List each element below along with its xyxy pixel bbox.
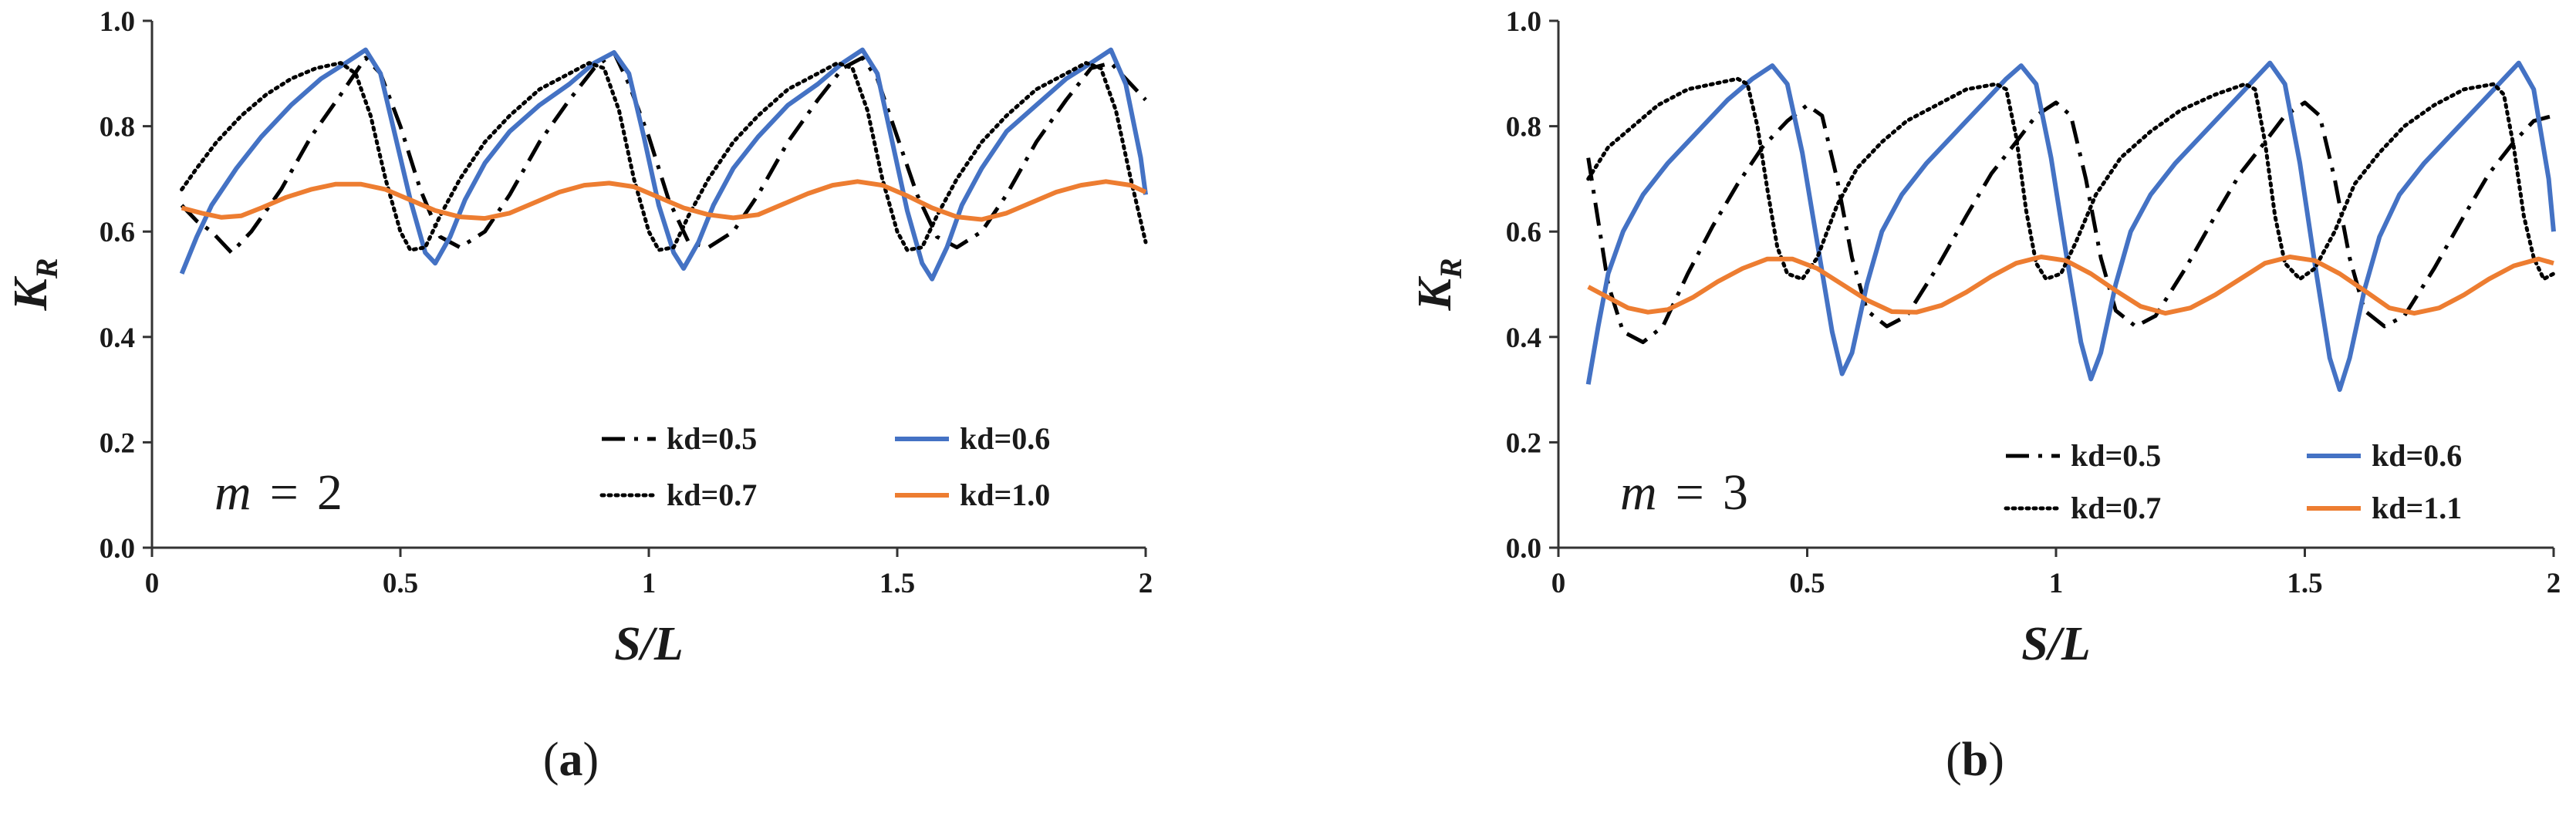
x-tick-label: 0	[145, 568, 160, 599]
x-tick-label: 0	[1551, 568, 1566, 599]
annotation-value: 2	[317, 464, 343, 521]
x-tick-label: 1	[2049, 568, 2064, 599]
x-tick-label: 0.5	[383, 568, 418, 599]
y-axis-label-main: K	[5, 276, 57, 312]
legend: kd=0.5 kd=0.6 kd=0.7 kd=1.0	[599, 421, 1050, 512]
caption-close-paren: )	[1988, 734, 2004, 786]
y-axis-label: KR	[1409, 258, 1468, 311]
y-axis-label-sub: R	[29, 258, 64, 279]
caption-letter: b	[1962, 734, 1988, 786]
x-tick-label: 0.5	[1789, 568, 1825, 599]
legend-label: kd=0.7	[667, 477, 757, 512]
annotation-var: m	[214, 464, 252, 521]
y-axis-label-sub: R	[1433, 258, 1468, 279]
y-tick-label: 0.8	[1506, 112, 1541, 143]
chart-panel-b: 0.00.20.40.60.81.00 0.5 1 1.5 2kd=0.5 kd=0.6k…	[1409, 6, 2561, 786]
parameter-annotation: m = 2	[214, 464, 343, 521]
series-line-kd-0.5	[1586, 100, 2554, 345]
y-tick-label: 0.2	[1506, 427, 1541, 459]
series-line-kd-0.5	[180, 50, 1147, 255]
legend-label: kd=0.7	[2071, 491, 2161, 525]
caption-letter: a	[559, 734, 583, 786]
y-tick-label: 0.0	[1506, 533, 1541, 565]
legend-label: kd=0.5	[667, 421, 757, 456]
series-line-kd-1.0	[181, 179, 1147, 222]
y-tick-label: 1.0	[100, 6, 135, 38]
series-line-kd-0.7	[1586, 76, 2556, 282]
y-tick-label: 0.2	[100, 427, 135, 459]
x-axis-label: S/L	[614, 618, 684, 670]
y-tick-label: 0.4	[1506, 322, 1541, 354]
caption-open-paren: (	[543, 734, 559, 786]
panel-caption: (a)	[543, 734, 599, 786]
x-axis-label: S/L	[2021, 618, 2091, 670]
annotation-var: m	[1620, 464, 1657, 521]
caption-open-paren: (	[1946, 734, 1962, 786]
annotation-op: =	[1676, 464, 1704, 521]
legend-label: kd=0.6	[960, 421, 1050, 456]
legend-label: kd=0.6	[2372, 438, 2462, 473]
x-tick-label: 1	[642, 568, 657, 599]
legend-label: kd=1.0	[960, 477, 1050, 512]
y-axis-label-main: K	[1409, 276, 1461, 312]
x-tick-label: 1.5	[2287, 568, 2322, 599]
x-tick-label: 2	[2547, 568, 2561, 599]
caption-close-paren: )	[583, 734, 599, 786]
annotation-value: 3	[1723, 464, 1748, 521]
panel-caption: (b)	[1946, 734, 2004, 786]
y-tick-label: 1.0	[1506, 6, 1541, 38]
y-tick-label: 0.0	[100, 533, 135, 565]
y-tick-label: 0.6	[100, 217, 135, 248]
annotation-op: =	[270, 464, 299, 521]
series-line-kd-0.6	[1585, 60, 2556, 393]
x-tick-label: 2	[1139, 568, 1153, 599]
x-tick-label: 1.5	[879, 568, 915, 599]
series-line-kd-1.1	[1587, 255, 2554, 316]
y-tick-label: 0.4	[100, 322, 135, 354]
series-line-kd-0.6	[179, 47, 1148, 282]
series-line-kd-0.7	[180, 61, 1148, 252]
parameter-annotation: m = 3	[1620, 464, 1748, 521]
y-tick-label: 0.6	[1506, 217, 1541, 248]
legend-label: kd=0.5	[2071, 438, 2161, 473]
y-axis-label: KR	[5, 258, 64, 311]
y-tick-label: 0.8	[100, 112, 135, 143]
legend-label: kd=1.1	[2372, 491, 2462, 525]
chart-panel-a: 0.00.20.40.60.81.00 0.5 1 1.5 2kd=0.5 kd=0.6k…	[5, 6, 1153, 786]
legend: kd=0.5 kd=0.6 kd=0.7 kd=1.1	[2004, 438, 2462, 525]
